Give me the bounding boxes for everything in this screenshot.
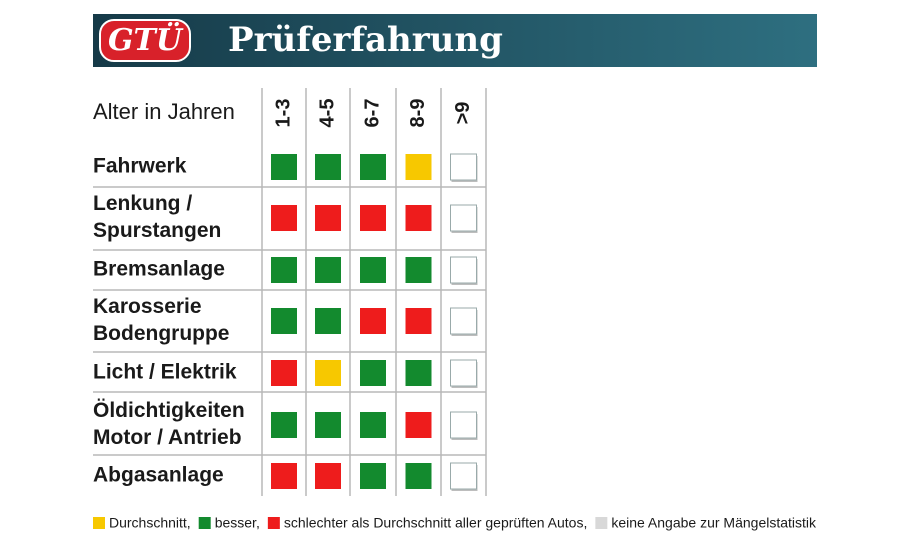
status-cell: [360, 360, 386, 386]
status-cell: [360, 308, 386, 334]
status-cell: [315, 205, 341, 231]
status-cell: [271, 257, 297, 283]
status-cell: [450, 256, 477, 284]
status-cell: [271, 308, 297, 334]
status-cell: [405, 154, 432, 180]
row-label: Bodengruppe: [93, 322, 230, 345]
status-cell: [450, 204, 477, 232]
status-cell: [315, 463, 341, 489]
status-cell: [360, 257, 386, 283]
legend-swatch: [93, 517, 105, 529]
status-cell: [271, 154, 297, 180]
logo-badge: [99, 19, 191, 62]
status-cell: [271, 205, 297, 231]
status-cell: [450, 411, 477, 439]
row-label: Motor / Antrieb: [93, 426, 242, 449]
status-cell: [271, 463, 297, 489]
status-cell: [271, 360, 297, 386]
row-label: Öldichtigkeiten: [93, 399, 245, 422]
legend-label: Durchschnitt,: [109, 515, 191, 531]
row-label: Spurstangen: [93, 219, 221, 242]
status-cell: [315, 308, 341, 334]
status-cell: [360, 463, 386, 489]
legend-swatch: [267, 517, 280, 529]
column-header: >9: [452, 102, 474, 125]
row-label: Abgasanlage: [93, 464, 224, 487]
column-header: 6-7: [361, 99, 383, 128]
status-cell: [405, 205, 432, 231]
status-cell: [360, 412, 386, 438]
title: Prüferfahrung: [228, 20, 503, 60]
status-cell: [315, 360, 341, 386]
column-label: Alter in Jahren: [93, 99, 235, 124]
legend-label: keine Angabe zur Mängelstatistik: [611, 515, 817, 531]
logo: GTÜ: [108, 21, 184, 58]
status-cell: [450, 462, 477, 490]
status-cell: [315, 154, 341, 180]
status-cell: [315, 412, 341, 438]
legend-label: besser,: [215, 515, 260, 531]
status-cell: [405, 308, 432, 334]
row-label: Lenkung /: [93, 192, 192, 215]
column-header: 1-3: [272, 99, 294, 128]
status-cell: [315, 257, 341, 283]
status-cell: [450, 307, 477, 335]
column-header: 8-9: [407, 99, 429, 128]
row-label: Licht / Elektrik: [93, 361, 237, 384]
status-cell: [360, 205, 386, 231]
status-cell: [405, 463, 432, 489]
legend-swatch: [198, 517, 211, 529]
column-header: 4-5: [316, 99, 338, 128]
row-label: Fahrwerk: [93, 155, 187, 178]
header-bar: [93, 14, 817, 67]
status-cell: [405, 412, 432, 438]
status-cell: [450, 359, 477, 387]
row-label: Karosserie: [93, 295, 202, 318]
status-cell: [405, 360, 432, 386]
legend-swatch: [595, 517, 608, 529]
status-cell: [360, 154, 386, 180]
row-label: Bremsanlage: [93, 258, 225, 281]
status-cell: [450, 153, 477, 181]
status-cell: [271, 412, 297, 438]
legend-label: schlechter als Durchschnitt aller geprüf…: [284, 515, 588, 531]
status-cell: [405, 257, 432, 283]
